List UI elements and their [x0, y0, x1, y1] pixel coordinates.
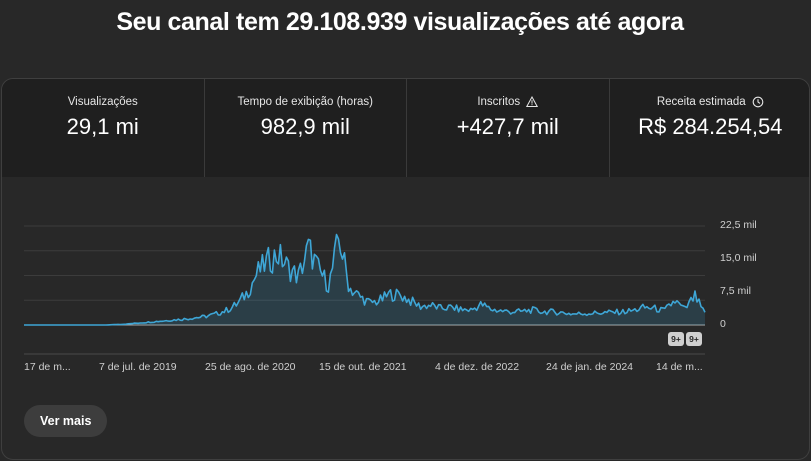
x-tick-label: 14 de m...: [656, 361, 703, 373]
y-tick-label: 7,5 mil: [720, 285, 751, 297]
metric-views[interactable]: Visualizações 29,1 mi: [2, 79, 205, 177]
metric-value: +427,7 mil: [456, 114, 559, 139]
metric-label: Inscritos: [477, 96, 521, 108]
metric-label: Tempo de exibição (horas): [237, 96, 373, 108]
page-title: Seu canal tem 29.108.939 visualizações a…: [116, 8, 684, 36]
metric-watch-time[interactable]: Tempo de exibição (horas) 982,9 mil: [204, 79, 407, 177]
metric-value: 982,9 mil: [260, 114, 350, 139]
metric-subscribers[interactable]: Inscritos +427,7 mil: [407, 79, 610, 177]
metric-label: Visualizações: [67, 96, 138, 108]
metric-value: R$ 284.254,54: [638, 114, 783, 139]
y-tick-label: 22,5 mil: [720, 219, 757, 231]
annotation-badge[interactable]: 9+: [668, 332, 684, 346]
x-tick-label: 15 de out. de 2021: [319, 361, 407, 373]
views-chart[interactable]: 22,5 mil 15,0 mil 7,5 mil 0 17 de m... 7 de …: [2, 177, 809, 373]
clock-icon[interactable]: [752, 96, 764, 108]
metrics-row: Visualizações 29,1 mi Tempo de exibição …: [2, 79, 809, 177]
metric-label: Receita estimada: [656, 96, 746, 108]
x-tick-label: 4 de dez. de 2022: [435, 361, 520, 373]
y-tick-label: 0: [720, 318, 726, 330]
metric-revenue[interactable]: Receita estimada R$ 284.254,54: [609, 79, 809, 177]
see-more-button[interactable]: Ver mais: [24, 405, 108, 437]
series-line: [24, 233, 706, 326]
chart-svg: [24, 225, 706, 355]
x-tick-label: 7 de jul. de 2019: [99, 361, 177, 373]
x-tick-label: 25 de ago. de 2020: [205, 361, 296, 373]
x-tick-label: 24 de jan. de 2024: [546, 361, 633, 373]
metric-value: 29,1 mi: [66, 114, 139, 139]
y-tick-label: 15,0 mil: [720, 252, 757, 264]
annotation-badge[interactable]: 9+: [686, 332, 702, 346]
analytics-card: Visualizações 29,1 mi Tempo de exibição …: [1, 78, 810, 460]
warning-icon[interactable]: [526, 95, 539, 108]
series-area: [24, 234, 705, 325]
x-tick-label: 17 de m...: [24, 361, 71, 373]
